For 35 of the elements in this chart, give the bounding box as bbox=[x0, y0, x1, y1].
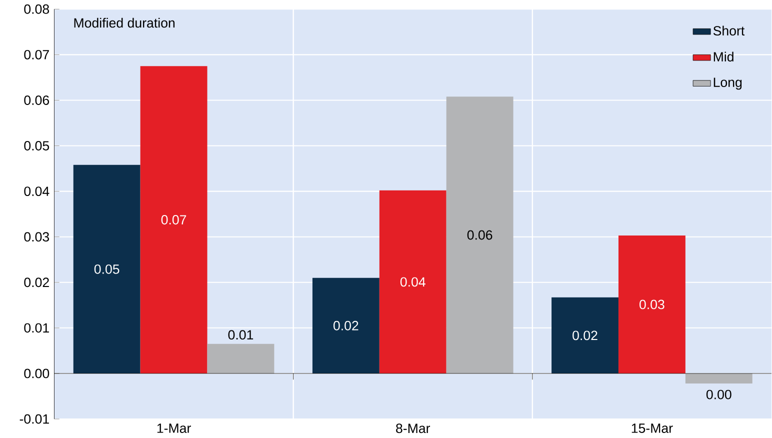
y-tick-label: 0.03 bbox=[24, 232, 50, 242]
data-label: 0.01 bbox=[228, 330, 254, 340]
data-label: 0.05 bbox=[94, 264, 120, 274]
x-tick-label: 15-Mar bbox=[632, 424, 673, 434]
bar bbox=[73, 165, 140, 374]
data-label: 0.00 bbox=[706, 390, 732, 400]
y-tick-label: 0.02 bbox=[24, 278, 49, 288]
data-label: 0.03 bbox=[640, 300, 664, 310]
x-tick-label: 8-Mar bbox=[396, 424, 430, 434]
y-tick-label: 0.08 bbox=[24, 4, 50, 14]
x-tick-label: 1-Mar bbox=[157, 424, 191, 434]
bar bbox=[207, 344, 274, 374]
bar bbox=[140, 66, 208, 374]
legend-label: Long bbox=[714, 78, 742, 90]
data-label: 0.06 bbox=[467, 230, 492, 240]
bar bbox=[379, 190, 446, 374]
data-label: 0.07 bbox=[161, 215, 186, 225]
y-tick-label: 0.00 bbox=[24, 368, 50, 378]
bar bbox=[685, 374, 752, 384]
bar bbox=[312, 278, 380, 374]
bar bbox=[552, 298, 618, 374]
y-tick-label: 0.04 bbox=[24, 186, 50, 196]
data-label: 0.02 bbox=[572, 330, 598, 340]
annotation: Modified duration bbox=[74, 18, 175, 28]
legend-label: Short bbox=[713, 26, 745, 36]
y-tick-label: 0.07 bbox=[24, 50, 49, 60]
y-tick-label: 0.05 bbox=[24, 141, 50, 151]
bar bbox=[618, 236, 686, 374]
y-tick-label: 0.06 bbox=[24, 96, 50, 106]
y-tick-label: 0.01 bbox=[24, 323, 49, 333]
data-label: 0.02 bbox=[333, 321, 358, 331]
data-label: 0.04 bbox=[400, 277, 426, 287]
y-tick-label: -0.01 bbox=[20, 414, 49, 424]
legend-label: Mid bbox=[714, 52, 734, 62]
bar bbox=[446, 96, 514, 374]
